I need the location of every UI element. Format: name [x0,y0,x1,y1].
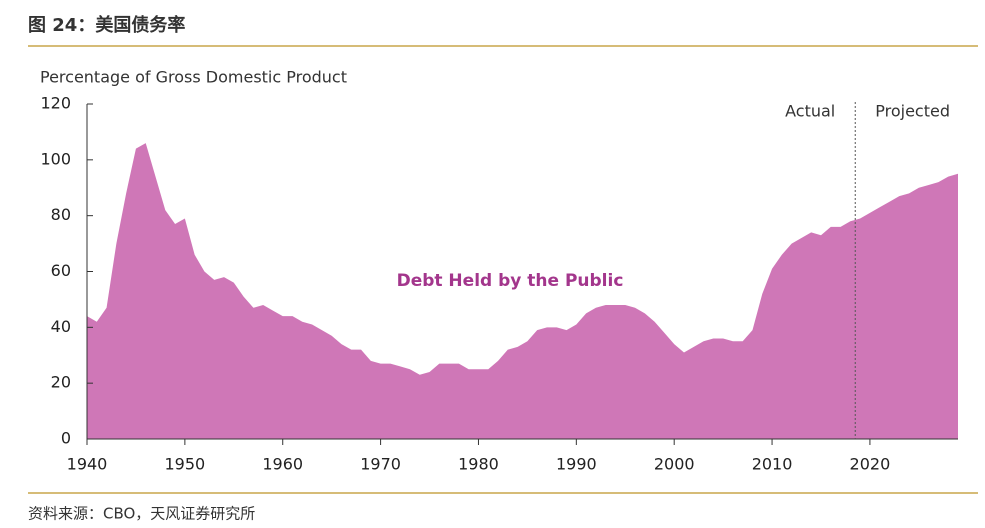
x-tick-label: 1990 [556,455,597,474]
y-tick-label: 60 [51,261,71,280]
y-tick-label: 100 [40,149,71,168]
x-tick-label: 1970 [360,455,401,474]
x-tick-label: 2010 [752,455,793,474]
y-tick-label: 20 [51,373,71,392]
x-tick-label: 1950 [165,455,206,474]
x-tick-label: 1940 [67,455,108,474]
y-tick-label: 80 [51,205,71,224]
y-tick-label: 40 [51,317,71,336]
area [87,143,958,440]
y-axis-label: Percentage of Gross Domestic Product [40,68,347,87]
x-tick-label: 2020 [850,455,891,474]
source: 资料来源：CBO，天风证券研究所 [28,505,255,523]
header-title: 图 24：美国债务率 [28,14,185,36]
actual-label: Actual [785,102,835,121]
projected-label: Projected [875,102,950,121]
y-tick-label: 120 [40,94,71,113]
x-tick-label: 2000 [654,455,695,474]
x-tick-label: 1960 [262,455,303,474]
x-tick-label: 1980 [458,455,499,474]
series-label: Debt Held by the Public [397,271,624,291]
y-tick-label: 0 [61,429,71,448]
plot: 0 20 40 60 80 100 120 1940 1950 1960 1970 1980 1990 2… [40,94,958,474]
